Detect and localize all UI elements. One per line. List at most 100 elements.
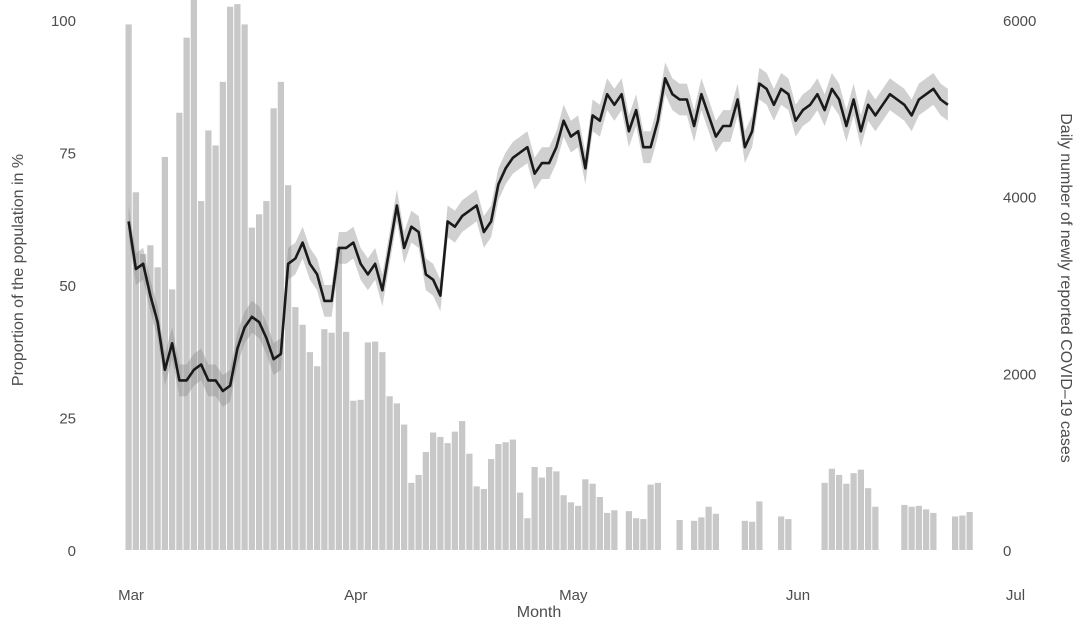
case-bar <box>306 352 313 550</box>
case-bar <box>640 519 647 550</box>
case-bar <box>698 517 705 550</box>
case-bar <box>140 254 147 550</box>
case-bar <box>756 501 763 550</box>
case-bar <box>843 483 850 550</box>
x-tick-label: Jul <box>1006 587 1025 604</box>
case-bar <box>212 145 219 550</box>
case-bar <box>328 332 335 550</box>
case-bar <box>901 504 908 550</box>
confidence-band-area <box>128 62 948 407</box>
x-tick-label: Mar <box>118 587 144 604</box>
case-bar <box>205 130 212 551</box>
case-bar <box>161 156 168 551</box>
case-bar <box>473 486 480 550</box>
case-bar <box>908 506 915 550</box>
case-bar <box>321 329 328 550</box>
case-bar <box>393 403 400 550</box>
case-bar <box>401 424 408 550</box>
case-bar <box>227 6 234 550</box>
case-bar <box>923 509 930 550</box>
case-bar <box>741 520 748 550</box>
case-bar <box>248 227 255 550</box>
case-bar <box>524 518 531 550</box>
case-bar <box>778 516 785 550</box>
case-bar <box>850 473 857 550</box>
case-bar <box>350 400 357 550</box>
case-bar <box>190 0 197 550</box>
case-bar <box>343 331 350 550</box>
case-bar <box>495 444 502 550</box>
left-axis: 0 25 50 75 100 <box>51 13 76 560</box>
case-bar <box>705 506 712 550</box>
right-tick-label: 6000 <box>1003 13 1036 30</box>
left-tick-label: 50 <box>59 278 76 295</box>
right-tick-label: 2000 <box>1003 366 1036 383</box>
case-bar <box>241 24 248 551</box>
left-axis-title: Proportion of the population in % <box>10 154 27 386</box>
case-bar <box>509 439 516 550</box>
case-bar <box>335 247 342 550</box>
x-tick-label: Jun <box>786 587 810 604</box>
case-bar <box>154 267 161 550</box>
case-bar <box>857 469 864 550</box>
proportion-line <box>127 77 949 393</box>
x-axis: Mar Apr May Jun Jul <box>118 587 1025 604</box>
case-bar <box>966 512 973 550</box>
case-bar <box>952 516 959 550</box>
case-bar <box>147 245 154 550</box>
case-bar <box>647 484 654 550</box>
case-bar <box>437 436 444 550</box>
case-bar <box>270 108 277 550</box>
case-bar <box>560 495 567 550</box>
confidence-band <box>128 62 948 407</box>
case-bar <box>256 214 263 550</box>
right-tick-label: 0 <box>1003 543 1011 560</box>
case-bar <box>538 477 545 550</box>
case-bar <box>198 201 205 550</box>
case-bar <box>379 352 386 550</box>
case-bar <box>422 451 429 550</box>
left-tick-label: 0 <box>68 543 76 560</box>
case-bar <box>596 497 603 550</box>
case-bar <box>930 512 937 550</box>
case-bar <box>915 505 922 550</box>
case-bar <box>604 512 611 550</box>
x-axis-title: Month <box>517 604 561 621</box>
case-bar <box>277 81 284 550</box>
case-bar <box>132 192 139 550</box>
case-bar <box>872 506 879 550</box>
left-tick-label: 100 <box>51 13 76 30</box>
case-bar <box>821 482 828 550</box>
case-bar <box>828 468 835 550</box>
case-bar <box>531 466 538 550</box>
right-axis-title: Daily number of newly reported COVID–19 … <box>1057 113 1073 463</box>
case-bar <box>364 342 371 550</box>
case-bar <box>219 81 226 550</box>
case-bar <box>314 366 321 550</box>
case-bar <box>676 519 683 550</box>
case-bar <box>625 511 632 550</box>
case-bar <box>183 37 190 551</box>
case-bar <box>480 489 487 550</box>
case-bar <box>125 24 132 551</box>
case-bar <box>611 510 618 550</box>
case-bar <box>865 488 872 550</box>
case-bar <box>415 474 422 550</box>
right-axis: 0 2000 4000 6000 <box>1003 13 1036 560</box>
case-bar <box>234 4 241 551</box>
case-bar <box>589 483 596 550</box>
case-bar <box>488 459 495 550</box>
case-bar <box>430 432 437 550</box>
case-bar <box>459 421 466 550</box>
case-bar <box>654 482 661 550</box>
x-tick-label: Apr <box>344 587 367 604</box>
case-bar <box>357 399 364 550</box>
case-bar <box>386 396 393 550</box>
case-bar <box>285 185 292 550</box>
case-bar <box>712 513 719 550</box>
case-bar <box>691 520 698 550</box>
case-bar <box>176 112 183 550</box>
case-bar <box>444 443 451 550</box>
case-bar <box>169 289 176 550</box>
